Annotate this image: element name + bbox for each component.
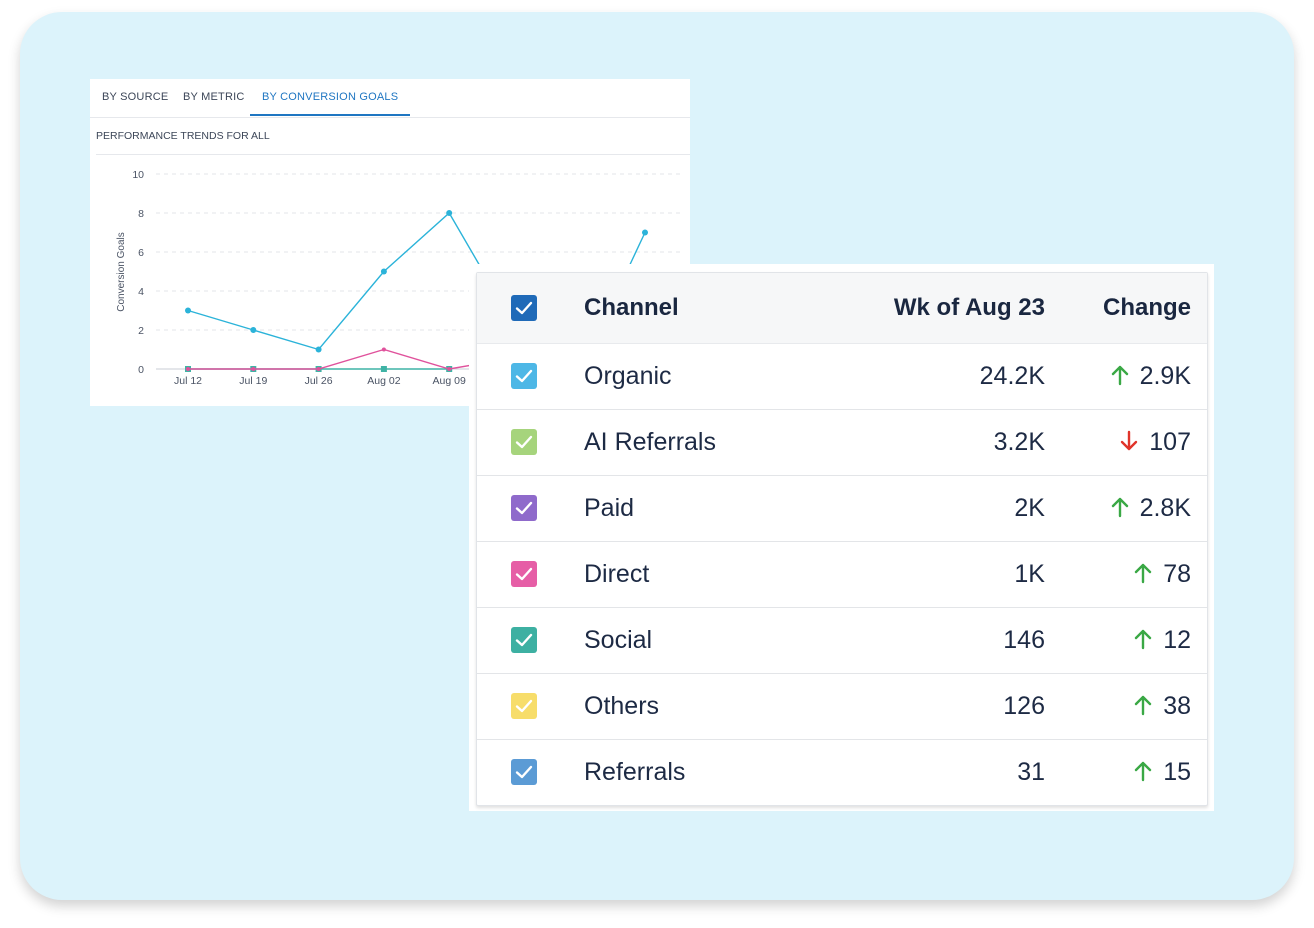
change-value: 2.8K xyxy=(1139,494,1191,522)
arrow-up-icon xyxy=(1134,696,1152,716)
table-row[interactable]: AI Referrals 3.2K 107 xyxy=(477,409,1207,476)
table-row[interactable]: Social 146 12 xyxy=(477,607,1207,674)
trend-line-chart: 10 8 6 4 2 0 Conversion Goals Jul 12 Jul 19 Jul 2… xyxy=(116,169,680,387)
channel-name: Paid xyxy=(584,494,635,522)
channel-name: Referrals xyxy=(584,758,686,786)
channel-name: Others xyxy=(584,692,660,720)
series-line xyxy=(187,211,496,351)
arrow-down-icon xyxy=(1121,431,1138,451)
data-point xyxy=(642,229,648,236)
y-tick-label: 10 xyxy=(132,169,144,181)
row-checkbox[interactable] xyxy=(511,363,537,389)
data-point xyxy=(447,367,452,371)
table-row[interactable]: Referrals 31 15 xyxy=(477,739,1207,805)
channel-name: Organic xyxy=(584,362,672,390)
change-value: 78 xyxy=(1163,560,1191,588)
channel-name: AI Referrals xyxy=(584,428,716,456)
change-value: 12 xyxy=(1163,626,1191,654)
y-tick-label: 0 xyxy=(138,364,144,376)
y-tick-label: 2 xyxy=(138,325,144,337)
change-cell: 12 xyxy=(1133,626,1191,655)
check-icon xyxy=(515,435,533,449)
week-value: 1K xyxy=(1014,560,1045,588)
x-tick-label: Aug 09 xyxy=(433,375,466,387)
check-icon xyxy=(515,633,533,647)
change-cell: 38 xyxy=(1133,692,1191,721)
data-point xyxy=(381,347,386,352)
arrow-up-icon xyxy=(1111,366,1128,386)
data-point xyxy=(251,367,256,371)
y-tick-label: 4 xyxy=(138,286,144,298)
data-point xyxy=(446,210,453,216)
week-value: 146 xyxy=(1003,626,1045,654)
series-line xyxy=(188,348,495,370)
row-checkbox[interactable] xyxy=(511,693,537,719)
channel-table-card: Channel Wk of Aug 23 Change Organic 24.2K… xyxy=(469,264,1214,811)
change-cell: 78 xyxy=(1133,560,1191,589)
channel-name: Direct xyxy=(584,560,650,588)
arrow-up-icon xyxy=(1111,498,1128,518)
y-tick-label: 8 xyxy=(138,208,144,220)
row-checkbox[interactable] xyxy=(511,429,537,455)
tab-by-conversion-goals[interactable]: BY CONVERSION GOALS xyxy=(250,79,411,116)
check-icon xyxy=(515,699,533,713)
table-row[interactable]: Others 126 38 xyxy=(477,673,1207,740)
change-cell: 2.8K xyxy=(1110,494,1191,523)
week-value: 126 xyxy=(1003,692,1045,720)
week-value: 31 xyxy=(1017,758,1045,786)
change-cell: 15 xyxy=(1133,758,1191,787)
arrow-up-icon xyxy=(1134,762,1152,782)
change-value: 107 xyxy=(1149,428,1191,456)
change-cell: 2.9K xyxy=(1110,362,1191,391)
x-tick-label: Jul 12 xyxy=(174,375,202,387)
header-change[interactable]: Change xyxy=(1102,294,1191,321)
change-value: 38 xyxy=(1163,692,1191,720)
tab-bar: BY SOURCE BY METRIC BY CONVERSION GOALS xyxy=(90,79,690,118)
check-icon xyxy=(515,501,533,515)
table-row[interactable]: Paid 2K 2.8K xyxy=(477,475,1207,542)
change-cell: 107 xyxy=(1119,428,1191,457)
row-checkbox[interactable] xyxy=(511,495,537,521)
header-channel[interactable]: Channel xyxy=(584,294,679,321)
change-value: 2.9K xyxy=(1139,362,1191,390)
data-point xyxy=(315,346,322,353)
week-value: 3.2K xyxy=(993,428,1045,456)
panel-title: PERFORMANCE TRENDS FOR ALL xyxy=(96,118,690,155)
check-icon xyxy=(515,301,533,315)
check-icon xyxy=(515,765,533,779)
x-tick-label: Jul 19 xyxy=(239,375,267,387)
select-all-checkbox[interactable] xyxy=(511,295,537,321)
header-week[interactable]: Wk of Aug 23 xyxy=(893,294,1045,321)
check-icon xyxy=(515,567,533,581)
series-line xyxy=(629,232,646,265)
data-point xyxy=(380,268,387,275)
arrow-up-icon xyxy=(1134,630,1152,650)
row-checkbox[interactable] xyxy=(511,561,537,587)
data-point xyxy=(185,307,191,314)
week-value: 24.2K xyxy=(979,362,1045,390)
table-header-row: Channel Wk of Aug 23 Change xyxy=(477,273,1207,344)
table-row[interactable]: Organic 24.2K 2.9K xyxy=(477,343,1207,410)
x-tick-label: Jul 26 xyxy=(305,375,333,387)
data-point xyxy=(250,327,257,333)
row-checkbox[interactable] xyxy=(511,759,537,785)
channel-name: Social xyxy=(584,626,653,654)
data-point xyxy=(316,367,321,371)
table-row[interactable]: Direct 1K 78 xyxy=(477,541,1207,608)
x-tick-label: Aug 02 xyxy=(367,375,400,387)
tab-by-metric[interactable]: BY METRIC xyxy=(183,91,245,103)
data-point xyxy=(186,367,190,371)
tab-by-source[interactable]: BY SOURCE xyxy=(102,91,169,103)
check-icon xyxy=(515,369,533,383)
channel-table: Channel Wk of Aug 23 Change Organic 24.2K… xyxy=(476,272,1208,806)
y-axis-label: Conversion Goals xyxy=(116,232,127,311)
row-checkbox[interactable] xyxy=(511,627,537,653)
y-tick-label: 6 xyxy=(138,247,144,259)
arrow-up-icon xyxy=(1134,564,1152,584)
change-value: 15 xyxy=(1163,758,1191,786)
data-point xyxy=(380,366,387,372)
week-value: 2K xyxy=(1014,494,1045,522)
